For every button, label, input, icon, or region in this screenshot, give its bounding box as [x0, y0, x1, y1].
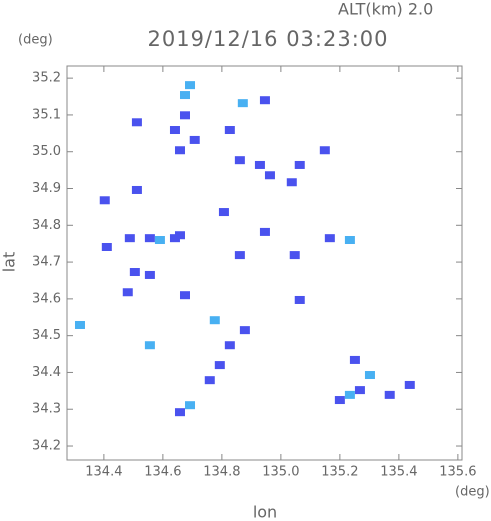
echo-cell	[189, 135, 200, 144]
echo-cell	[169, 126, 180, 135]
echo-cell	[179, 291, 190, 300]
y-tick-label: 34.6	[32, 291, 61, 306]
echo-cell	[131, 118, 142, 127]
x-tick-label: 135.6	[439, 465, 476, 480]
echo-cell	[254, 160, 265, 169]
echo-cell	[144, 270, 155, 279]
echo-cell	[354, 386, 365, 395]
y-tick-label: 34.3	[32, 402, 61, 417]
echo-cell	[174, 408, 185, 417]
y-tick-label: 34.7	[32, 255, 61, 270]
x-tick-label: 135.4	[380, 465, 417, 480]
plot-frame	[66, 65, 463, 461]
echo-cell	[144, 341, 155, 350]
echo-cell	[364, 371, 375, 380]
echo-cell	[404, 380, 415, 389]
y-tick-label: 35.0	[32, 144, 61, 159]
echo-cell	[169, 234, 180, 243]
echo-cell	[122, 288, 133, 297]
echo-cell	[294, 295, 305, 304]
echo-cell	[174, 146, 185, 155]
echo-cell	[237, 99, 248, 108]
echo-cell	[259, 96, 270, 105]
y-tick-label: 35.2	[32, 71, 61, 86]
annotation: ALT(km) 2.0	[338, 0, 433, 19]
echo-cell	[179, 91, 190, 100]
echo-cell	[259, 227, 270, 236]
echo-cell	[174, 231, 185, 240]
y-tick-label: 34.9	[32, 181, 61, 196]
y-tick-label: 35.1	[32, 107, 61, 122]
echo-cell	[234, 251, 245, 260]
echo-cell	[289, 251, 300, 260]
echo-cell	[319, 146, 330, 155]
x-tick-label: 135.2	[321, 465, 358, 480]
echo-cell	[131, 185, 142, 194]
x-tick-label: 135.0	[262, 465, 299, 480]
echo-cell	[185, 401, 196, 410]
echo-cell	[204, 376, 215, 385]
x-tick-label: 134.4	[85, 465, 122, 480]
echo-cell	[218, 208, 229, 217]
echo-cell	[384, 390, 395, 399]
echo-cell	[185, 81, 196, 90]
y-tick-label: 34.2	[32, 439, 61, 454]
echo-cell	[129, 268, 140, 277]
echo-cell	[344, 236, 355, 245]
echo-cell	[214, 361, 225, 370]
echo-cell	[344, 390, 355, 399]
echo-cell	[294, 160, 305, 169]
echo-cell	[224, 126, 235, 135]
echo-cell	[144, 234, 155, 243]
y-tick-label: 34.4	[32, 365, 61, 380]
y-tick-label: 34.5	[32, 328, 61, 343]
x-tick-label: 134.8	[203, 465, 240, 480]
echo-cell	[74, 320, 85, 329]
x-tick-label: 134.6	[144, 465, 181, 480]
echo-cell	[179, 111, 190, 120]
echo-cell	[324, 234, 335, 243]
x-label: lon	[253, 503, 277, 521]
echo-cell	[124, 234, 135, 243]
x-unit: (deg)	[455, 485, 490, 500]
echo-cell	[209, 316, 220, 325]
echo-cell	[264, 171, 275, 180]
echo-cell	[239, 326, 250, 335]
chart-title: 2019/12/16 03:23:00	[147, 27, 388, 51]
echo-cell	[154, 236, 165, 245]
echo-cell	[349, 355, 360, 364]
echo-cell	[334, 396, 345, 405]
y-unit: (deg)	[18, 33, 53, 48]
echo-cell	[286, 178, 297, 187]
echo-cell	[234, 156, 245, 165]
echo-cell	[224, 341, 235, 350]
echo-cell	[99, 196, 110, 205]
y-tick-label: 34.8	[32, 218, 61, 233]
echo-cell	[101, 242, 112, 251]
y-label: lat	[0, 252, 19, 273]
